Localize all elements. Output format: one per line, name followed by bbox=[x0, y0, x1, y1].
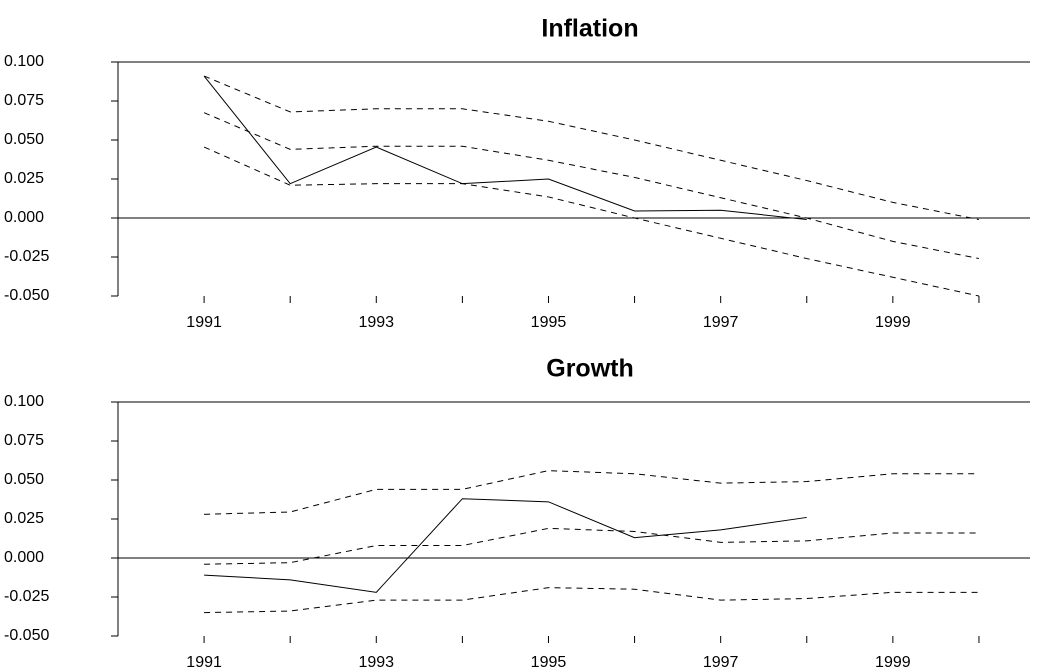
y-tick-label: 0.100 bbox=[4, 53, 44, 70]
actual-line bbox=[203, 75, 807, 221]
x-tick-label: 1995 bbox=[531, 314, 567, 331]
x-tick-label: 1997 bbox=[703, 654, 739, 669]
y-tick-label: -0.025 bbox=[4, 588, 49, 605]
y-tick-label: 0.100 bbox=[4, 393, 44, 410]
x-tick-label: 1997 bbox=[703, 314, 739, 331]
y-tick-label: 0.000 bbox=[4, 209, 44, 226]
x-tick-label: 1991 bbox=[186, 314, 222, 331]
x-tick-label: 1991 bbox=[186, 654, 222, 669]
forecast-band-line bbox=[203, 112, 980, 260]
y-tick-label: 0.050 bbox=[4, 131, 44, 148]
forecast-band-line bbox=[203, 146, 980, 297]
chart-title: Inflation bbox=[541, 15, 638, 43]
y-tick-label: 0.075 bbox=[4, 432, 44, 449]
forecast-band-line bbox=[204, 587, 979, 614]
y-tick-label: 0.075 bbox=[4, 92, 44, 109]
y-tick-label: -0.050 bbox=[4, 287, 49, 304]
x-tick-label: 1993 bbox=[358, 654, 394, 669]
forecast-band-line bbox=[203, 75, 980, 221]
y-tick-label: -0.050 bbox=[4, 627, 49, 644]
x-tick-label: 1999 bbox=[875, 314, 911, 331]
forecast-band-line bbox=[204, 470, 979, 515]
actual-line bbox=[204, 498, 807, 593]
y-tick-label: 0.025 bbox=[4, 170, 44, 187]
x-tick-label: 1993 bbox=[358, 314, 394, 331]
y-tick-label: 0.000 bbox=[4, 549, 44, 566]
x-tick-label: 1995 bbox=[531, 654, 567, 669]
x-tick-label: 1999 bbox=[875, 654, 911, 669]
forecast-band-line bbox=[204, 527, 979, 565]
chart-title: Growth bbox=[546, 355, 634, 383]
y-tick-label: 0.050 bbox=[4, 471, 44, 488]
y-tick-label: -0.025 bbox=[4, 248, 49, 265]
y-tick-label: 0.025 bbox=[4, 510, 44, 527]
